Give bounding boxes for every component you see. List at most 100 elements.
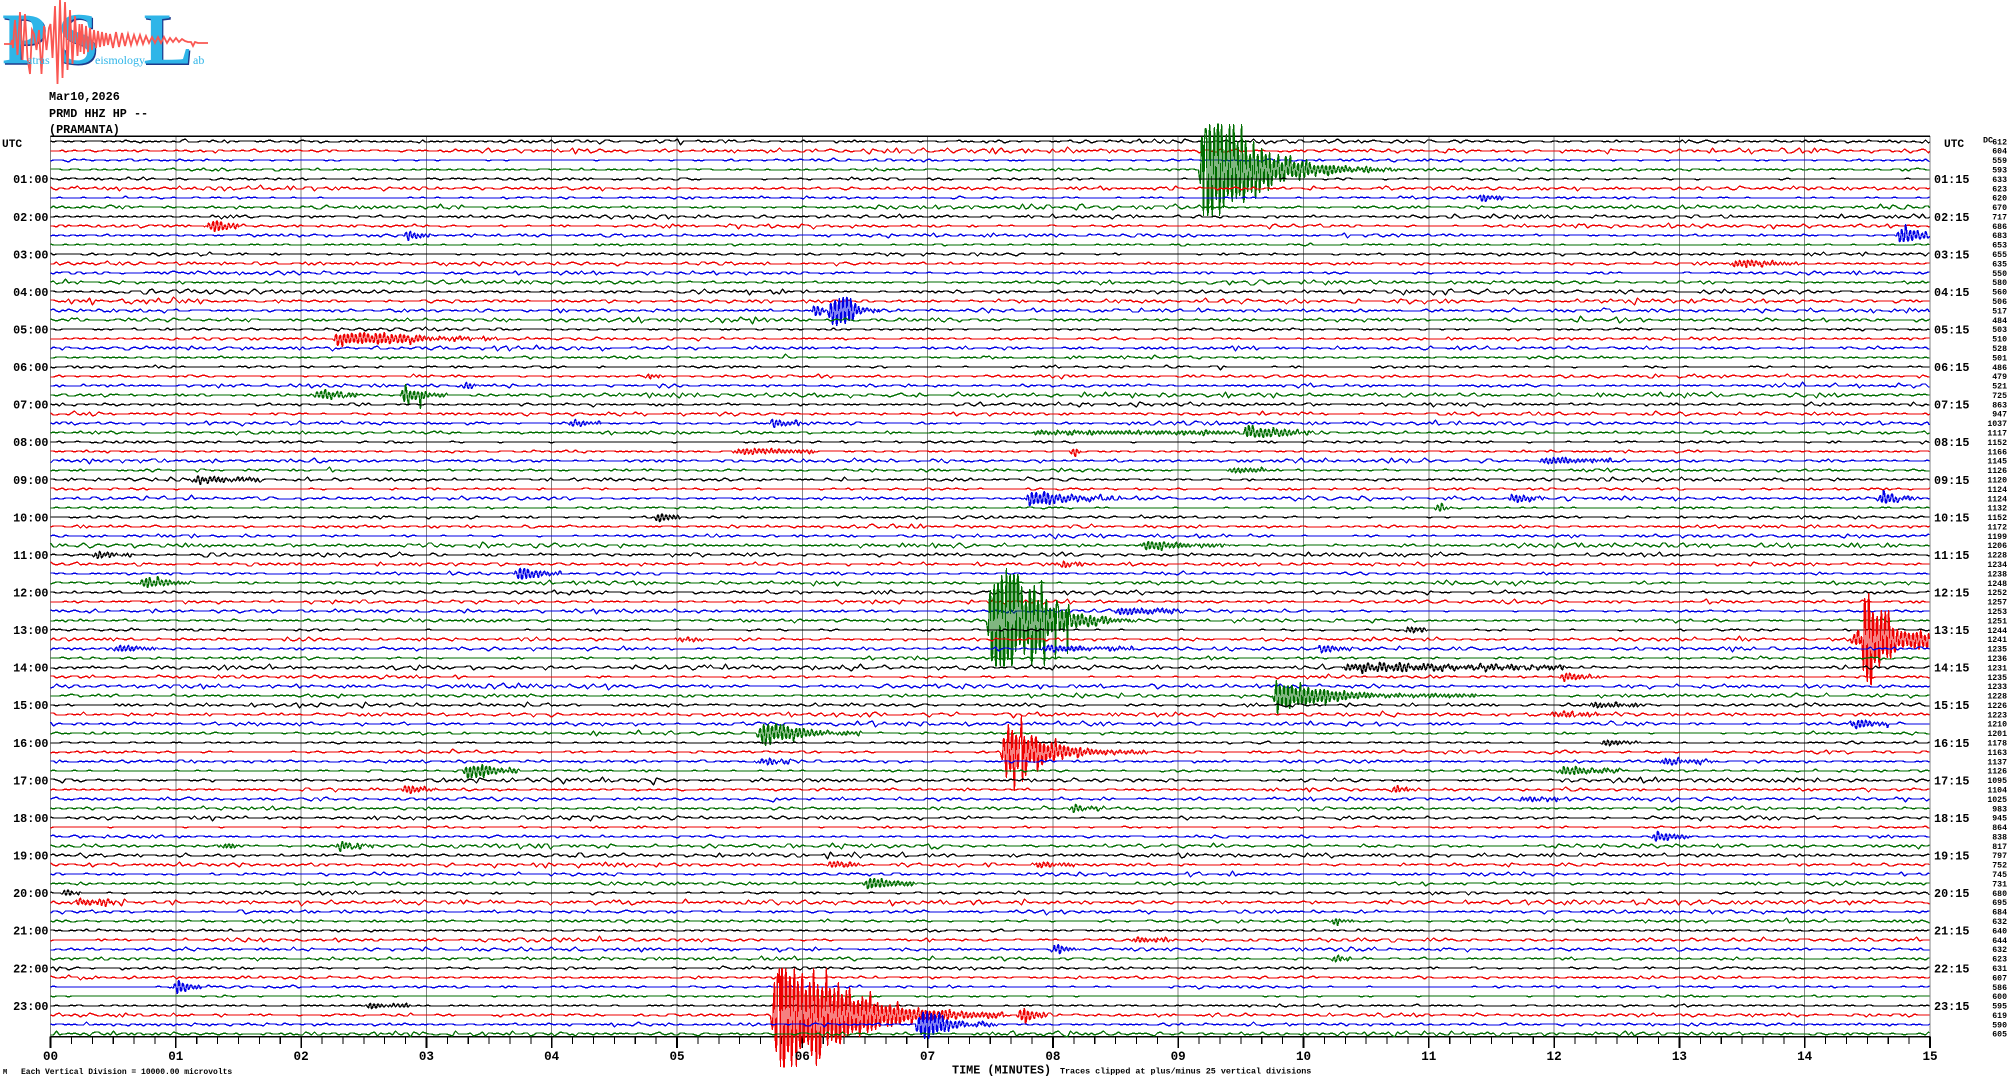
svg-text:16:15: 16:15 (1934, 737, 1969, 751)
svg-text:DC: DC (1983, 136, 1993, 146)
svg-text:atras: atras (27, 53, 50, 67)
svg-text:586: 586 (1992, 984, 2007, 993)
svg-text:1231: 1231 (1987, 664, 2007, 673)
svg-text:612: 612 (1992, 138, 2007, 147)
svg-text:1132: 1132 (1987, 505, 2007, 514)
svg-text:1117: 1117 (1987, 430, 2007, 439)
svg-text:506: 506 (1992, 298, 2007, 307)
svg-text:20:00: 20:00 (13, 887, 48, 901)
svg-text:623: 623 (1992, 185, 2007, 194)
svg-text:12:15: 12:15 (1934, 587, 1969, 601)
svg-text:670: 670 (1992, 204, 2007, 213)
svg-text:1178: 1178 (1987, 740, 2007, 749)
svg-text:864: 864 (1992, 824, 2007, 833)
svg-text:00: 00 (43, 1050, 58, 1064)
svg-text:1228: 1228 (1987, 693, 2007, 702)
svg-text:1124: 1124 (1987, 495, 2007, 504)
svg-text:02:00: 02:00 (13, 211, 48, 225)
svg-text:21:15: 21:15 (1934, 925, 1969, 939)
svg-text:13: 13 (1672, 1050, 1687, 1064)
svg-text:22:15: 22:15 (1934, 962, 1969, 976)
svg-text:655: 655 (1992, 251, 2007, 260)
svg-text:14:00: 14:00 (13, 662, 48, 676)
svg-text:590: 590 (1992, 1021, 2007, 1030)
svg-text:06:15: 06:15 (1934, 361, 1969, 375)
svg-text:07: 07 (920, 1050, 935, 1064)
svg-text:PRMD HHZ HP --: PRMD HHZ HP -- (49, 107, 148, 121)
svg-text:1252: 1252 (1987, 589, 2007, 598)
svg-text:683: 683 (1992, 232, 2007, 241)
svg-text:1257: 1257 (1987, 599, 2007, 608)
svg-text:725: 725 (1992, 392, 2007, 401)
svg-text:1201: 1201 (1987, 730, 2007, 739)
svg-text:1152: 1152 (1987, 439, 2007, 448)
svg-text:653: 653 (1992, 242, 2007, 251)
svg-text:863: 863 (1992, 401, 2007, 410)
svg-text:1199: 1199 (1987, 533, 2007, 542)
svg-text:02: 02 (294, 1050, 309, 1064)
svg-text:517: 517 (1992, 307, 2007, 316)
svg-text:ab: ab (193, 53, 204, 67)
svg-text:12:00: 12:00 (13, 587, 48, 601)
svg-text:18:00: 18:00 (13, 812, 48, 826)
svg-text:501: 501 (1992, 354, 2007, 363)
svg-text:604: 604 (1992, 148, 2007, 157)
svg-text:484: 484 (1992, 317, 2007, 326)
svg-text:619: 619 (1992, 1012, 2007, 1021)
svg-text:04: 04 (544, 1050, 560, 1064)
svg-text:1251: 1251 (1987, 617, 2007, 626)
svg-text:06: 06 (795, 1050, 810, 1064)
svg-text:11:00: 11:00 (13, 549, 48, 563)
svg-text:03:15: 03:15 (1934, 248, 1969, 262)
svg-text:479: 479 (1992, 373, 2007, 382)
svg-text:745: 745 (1992, 871, 2007, 880)
svg-text:1137: 1137 (1987, 758, 2007, 767)
svg-text:23:15: 23:15 (1934, 1000, 1969, 1014)
svg-text:559: 559 (1992, 157, 2007, 166)
svg-text:605: 605 (1992, 1031, 2007, 1040)
svg-text:19:15: 19:15 (1934, 850, 1969, 864)
svg-text:16:00: 16:00 (13, 737, 48, 751)
svg-text:644: 644 (1992, 937, 2007, 946)
svg-text:1236: 1236 (1987, 655, 2007, 664)
svg-text:14:15: 14:15 (1934, 662, 1969, 676)
svg-text:620: 620 (1992, 195, 2007, 204)
svg-text:04:00: 04:00 (13, 286, 48, 300)
svg-text:1206: 1206 (1987, 542, 2007, 551)
svg-text:07:15: 07:15 (1934, 399, 1969, 413)
svg-text:01:15: 01:15 (1934, 173, 1969, 187)
svg-text:09:15: 09:15 (1934, 474, 1969, 488)
svg-text:1238: 1238 (1987, 570, 2007, 579)
svg-text:10: 10 (1296, 1050, 1311, 1064)
svg-text:04:15: 04:15 (1934, 286, 1969, 300)
svg-text:08:00: 08:00 (13, 436, 48, 450)
svg-text:UTC: UTC (1944, 139, 1964, 151)
svg-text:10:00: 10:00 (13, 511, 48, 525)
svg-text:01: 01 (168, 1050, 184, 1064)
svg-text:731: 731 (1992, 880, 2007, 889)
svg-text:983: 983 (1992, 805, 2007, 814)
svg-text:18:15: 18:15 (1934, 812, 1969, 826)
svg-text:623: 623 (1992, 956, 2007, 965)
svg-text:20:15: 20:15 (1934, 887, 1969, 901)
svg-text:550: 550 (1992, 270, 2007, 279)
svg-text:640: 640 (1992, 927, 2007, 936)
svg-text:1253: 1253 (1987, 608, 2007, 617)
svg-text:03:00: 03:00 (13, 248, 48, 262)
svg-text:1223: 1223 (1987, 711, 2007, 720)
svg-text:Each Vertical Division = 10000: Each Vertical Division = 10000.00 microv… (21, 1068, 232, 1077)
svg-text:06:00: 06:00 (13, 361, 48, 375)
svg-text:945: 945 (1992, 815, 2007, 824)
svg-text:600: 600 (1992, 993, 2007, 1002)
svg-text:1152: 1152 (1987, 514, 2007, 523)
svg-text:23:00: 23:00 (13, 1000, 48, 1014)
svg-text:1233: 1233 (1987, 683, 2007, 692)
svg-text:13:15: 13:15 (1934, 624, 1969, 638)
svg-text:947: 947 (1992, 411, 2007, 420)
svg-text:12: 12 (1547, 1050, 1562, 1064)
svg-text:09: 09 (1171, 1050, 1186, 1064)
svg-text:03: 03 (419, 1050, 434, 1064)
svg-text:580: 580 (1992, 279, 2007, 288)
svg-text:11:15: 11:15 (1934, 549, 1969, 563)
svg-text:1235: 1235 (1987, 674, 2007, 683)
